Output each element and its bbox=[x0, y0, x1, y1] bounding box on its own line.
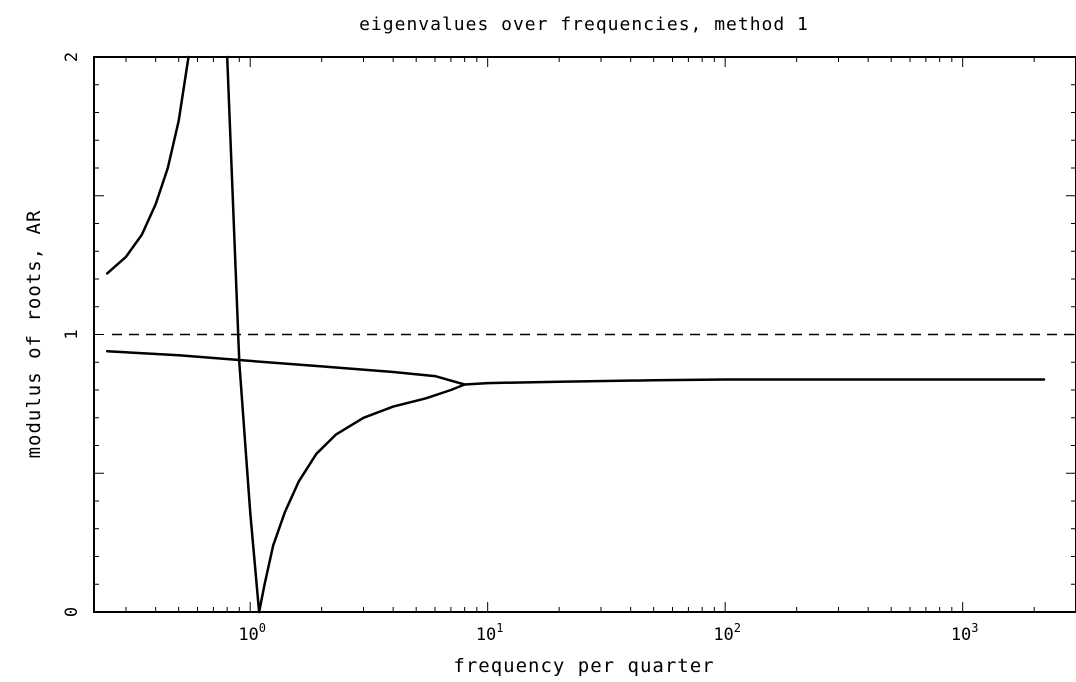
x-tick-label: 101 bbox=[476, 621, 504, 645]
series-line bbox=[105, 349, 1046, 386]
series-line bbox=[105, 55, 190, 275]
x-tick-label: 102 bbox=[713, 621, 741, 645]
y-tick-label: 0 bbox=[62, 607, 82, 617]
y-tick-label: 1 bbox=[62, 329, 82, 339]
x-tick-label: 100 bbox=[238, 621, 266, 645]
series-line bbox=[225, 55, 261, 614]
x-tick-label: 103 bbox=[951, 621, 979, 645]
y-axis-label: modulus of roots, AR bbox=[23, 210, 45, 459]
series-layer bbox=[105, 55, 1046, 614]
tick-labels: 0 1 2 100 101 102 103 bbox=[62, 52, 979, 645]
series-line bbox=[257, 383, 466, 614]
y-tick-label: 2 bbox=[62, 52, 82, 62]
chart-title: eigenvalues over frequencies, method 1 bbox=[359, 14, 809, 35]
x-axis-label: frequency per quarter bbox=[453, 655, 714, 677]
